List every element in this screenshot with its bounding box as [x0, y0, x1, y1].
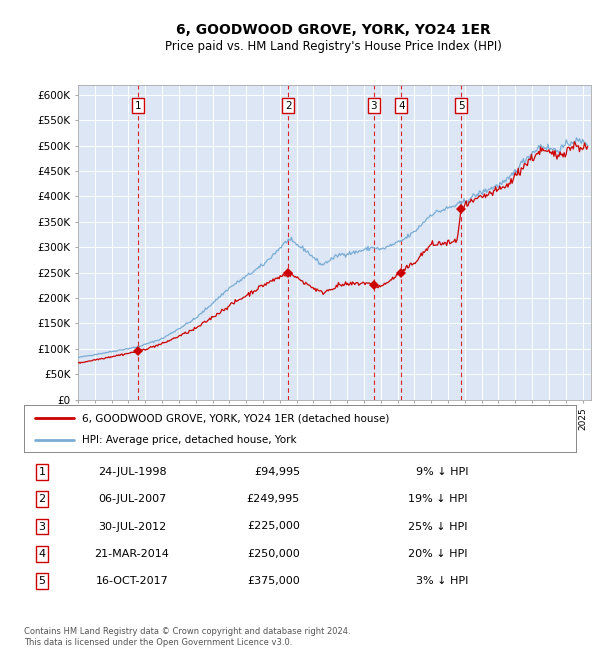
Text: £250,000: £250,000 [247, 549, 300, 559]
Text: 06-JUL-2007: 06-JUL-2007 [98, 494, 166, 504]
Text: 19% ↓ HPI: 19% ↓ HPI [409, 494, 468, 504]
Text: Contains HM Land Registry data © Crown copyright and database right 2024.
This d: Contains HM Land Registry data © Crown c… [24, 627, 350, 647]
Text: 30-JUL-2012: 30-JUL-2012 [98, 521, 166, 532]
Text: £94,995: £94,995 [254, 467, 300, 477]
Text: 5: 5 [38, 576, 46, 586]
Text: 25% ↓ HPI: 25% ↓ HPI [409, 521, 468, 532]
Text: 9% ↓ HPI: 9% ↓ HPI [415, 467, 468, 477]
Text: 5: 5 [458, 101, 464, 111]
Text: 2: 2 [38, 494, 46, 504]
Text: 4: 4 [38, 549, 46, 559]
Text: 6, GOODWOOD GROVE, YORK, YO24 1ER (detached house): 6, GOODWOOD GROVE, YORK, YO24 1ER (detac… [82, 413, 389, 423]
Text: 3: 3 [38, 521, 46, 532]
Text: 16-OCT-2017: 16-OCT-2017 [95, 576, 169, 586]
Text: 2: 2 [285, 101, 292, 111]
Text: 20% ↓ HPI: 20% ↓ HPI [409, 549, 468, 559]
Text: £249,995: £249,995 [247, 494, 300, 504]
Text: 4: 4 [398, 101, 404, 111]
Text: 21-MAR-2014: 21-MAR-2014 [95, 549, 169, 559]
Text: 3% ↓ HPI: 3% ↓ HPI [416, 576, 468, 586]
Text: Price paid vs. HM Land Registry's House Price Index (HPI): Price paid vs. HM Land Registry's House … [164, 40, 502, 53]
Text: 6, GOODWOOD GROVE, YORK, YO24 1ER: 6, GOODWOOD GROVE, YORK, YO24 1ER [176, 23, 490, 37]
Text: HPI: Average price, detached house, York: HPI: Average price, detached house, York [82, 435, 296, 445]
Text: 3: 3 [370, 101, 377, 111]
Text: 1: 1 [38, 467, 46, 477]
Text: £375,000: £375,000 [247, 576, 300, 586]
Text: £225,000: £225,000 [247, 521, 300, 532]
Text: 1: 1 [134, 101, 141, 111]
Text: 24-JUL-1998: 24-JUL-1998 [98, 467, 166, 477]
